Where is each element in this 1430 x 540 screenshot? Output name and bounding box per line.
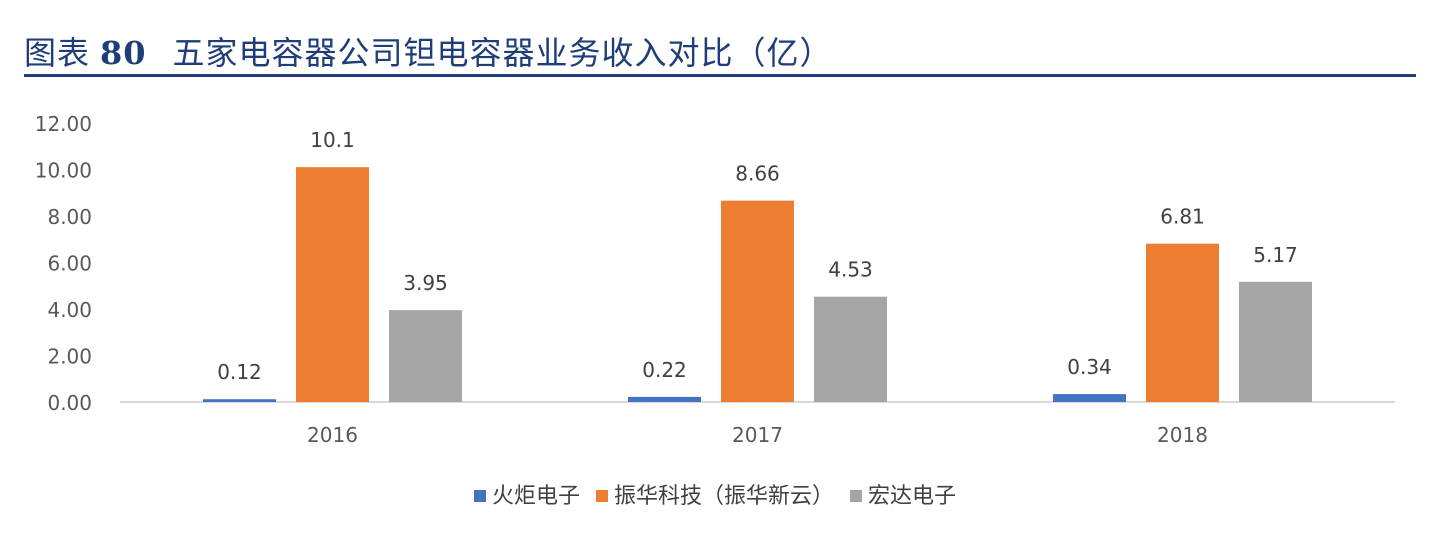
title-divider [24, 74, 1416, 77]
legend-label: 火炬电子 [491, 484, 580, 509]
x-tick-label: 2017 [732, 423, 783, 447]
y-tick-label: 8.00 [47, 205, 92, 229]
y-tick-label: 6.00 [47, 252, 92, 276]
legend-swatch [595, 490, 608, 502]
data-label: 3.95 [403, 271, 448, 295]
legend-label: 振华科技（振华新云） [613, 484, 834, 509]
bar [296, 167, 369, 402]
bar [1053, 394, 1126, 402]
bar [1146, 243, 1219, 402]
y-tick-label: 0.00 [47, 391, 92, 415]
bar [203, 399, 276, 402]
legend-item: 宏达电子 [850, 478, 956, 510]
legend-item: 火炬电子 [473, 478, 580, 510]
legend-item: 振华科技（振华新云） [595, 478, 834, 510]
bar [814, 296, 887, 402]
data-label: 0.12 [217, 360, 262, 384]
chart-header: 图表 80 五家电容器公司钽电容器业务收入对比（亿） [24, 28, 1416, 74]
data-label: 5.17 [1253, 243, 1298, 267]
data-label: 0.22 [642, 358, 687, 382]
legend-swatch [850, 490, 862, 502]
bar [628, 396, 701, 402]
data-label: 10.1 [310, 128, 355, 152]
y-tick-label: 12.00 [35, 112, 92, 136]
data-label: 4.53 [828, 258, 873, 282]
chart-title: 图表 80 五家电容器公司钽电容器业务收入对比（亿） [24, 28, 1416, 74]
bar-chart: 0.00 2.00 4.00 6.00 8.00 10.00 12.00 0.12 10.1 3.… [35, 112, 1395, 447]
chart-legend: 火炬电子 振华科技（振华新云） 宏达电子 [0, 478, 1430, 510]
figure-number: 80 [100, 34, 147, 72]
x-tick-label: 2016 [307, 423, 358, 447]
bar [1239, 281, 1312, 402]
y-tick-label: 4.00 [47, 298, 92, 322]
bar [721, 200, 794, 402]
bar [389, 310, 462, 402]
y-tick-label: 2.00 [47, 345, 92, 369]
legend-label: 宏达电子 [868, 484, 957, 509]
x-tick-label: 2018 [1157, 423, 1208, 447]
data-label: 8.66 [735, 162, 780, 186]
data-label: 0.34 [1067, 355, 1112, 379]
legend-swatch [473, 490, 486, 502]
title-text: 五家电容器公司钽电容器业务收入对比（亿） [172, 34, 833, 72]
data-label: 6.81 [1160, 205, 1205, 229]
figure-label: 图表 [24, 34, 91, 72]
y-tick-label: 10.00 [35, 159, 92, 183]
